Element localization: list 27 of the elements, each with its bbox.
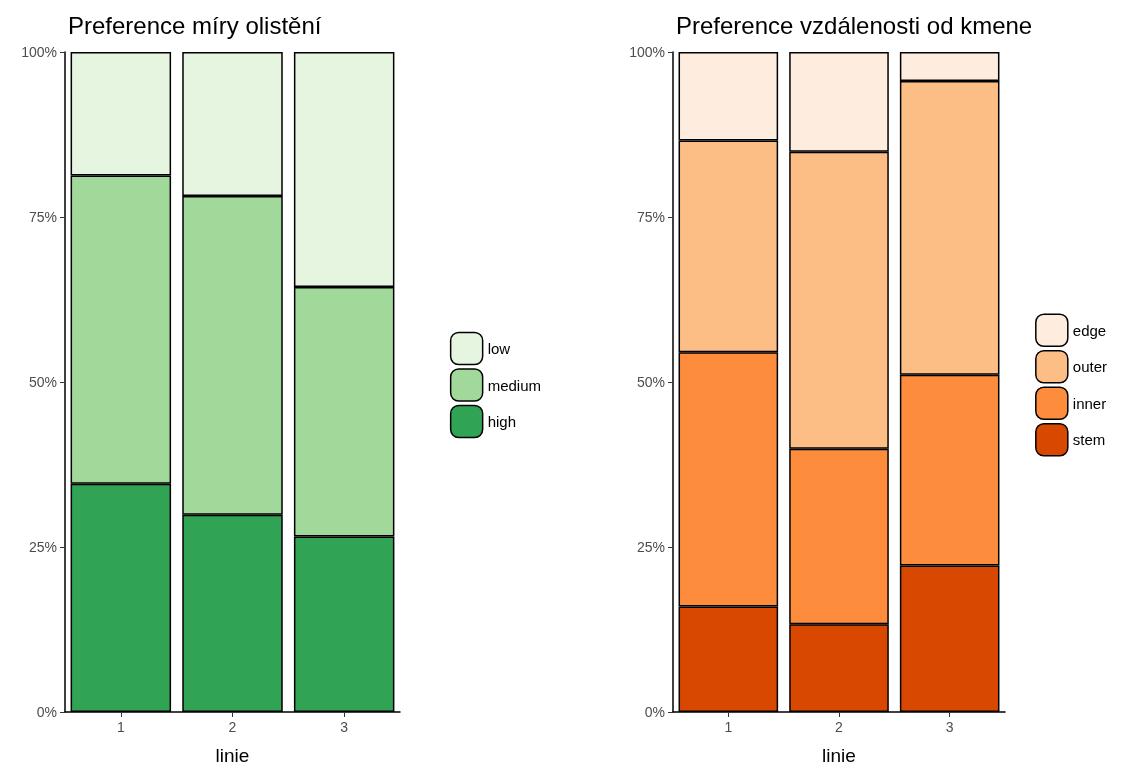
y-tick-label: 75% bbox=[28, 209, 57, 225]
y-tick-label: 50% bbox=[636, 374, 665, 390]
y-tick-label: 25% bbox=[636, 539, 665, 555]
x-tick-label: 1 bbox=[116, 719, 125, 735]
y-tick-label: 75% bbox=[636, 209, 665, 225]
legend-label: high bbox=[487, 413, 517, 430]
chart-title: Preference vzdálenosti od kmene bbox=[676, 11, 1033, 39]
y-tick-label: 25% bbox=[28, 539, 57, 555]
legend-label: edge bbox=[1072, 321, 1107, 339]
x-tick-label: 3 bbox=[340, 719, 349, 735]
legend-label: medium bbox=[487, 376, 542, 394]
x-axis-title: linie bbox=[215, 745, 250, 766]
y-tick-label: 100% bbox=[21, 44, 57, 60]
y-tick-label: 0% bbox=[644, 704, 665, 720]
chart-title: Preference míry olistění bbox=[68, 11, 322, 39]
x-axis-title: linie bbox=[822, 745, 856, 766]
x-tick-label: 3 bbox=[945, 719, 954, 735]
y-tick-label: 100% bbox=[629, 44, 665, 60]
legend-label: outer bbox=[1072, 358, 1108, 376]
x-tick-label: 2 bbox=[835, 719, 844, 735]
legend-label: stem bbox=[1072, 431, 1106, 449]
x-tick-label: 2 bbox=[228, 719, 237, 735]
x-tick-label: 1 bbox=[724, 719, 733, 735]
legend-label: inner bbox=[1072, 394, 1107, 412]
y-tick-label: 50% bbox=[28, 374, 57, 390]
legend-label: low bbox=[487, 340, 511, 357]
y-tick-label: 0% bbox=[36, 704, 57, 720]
